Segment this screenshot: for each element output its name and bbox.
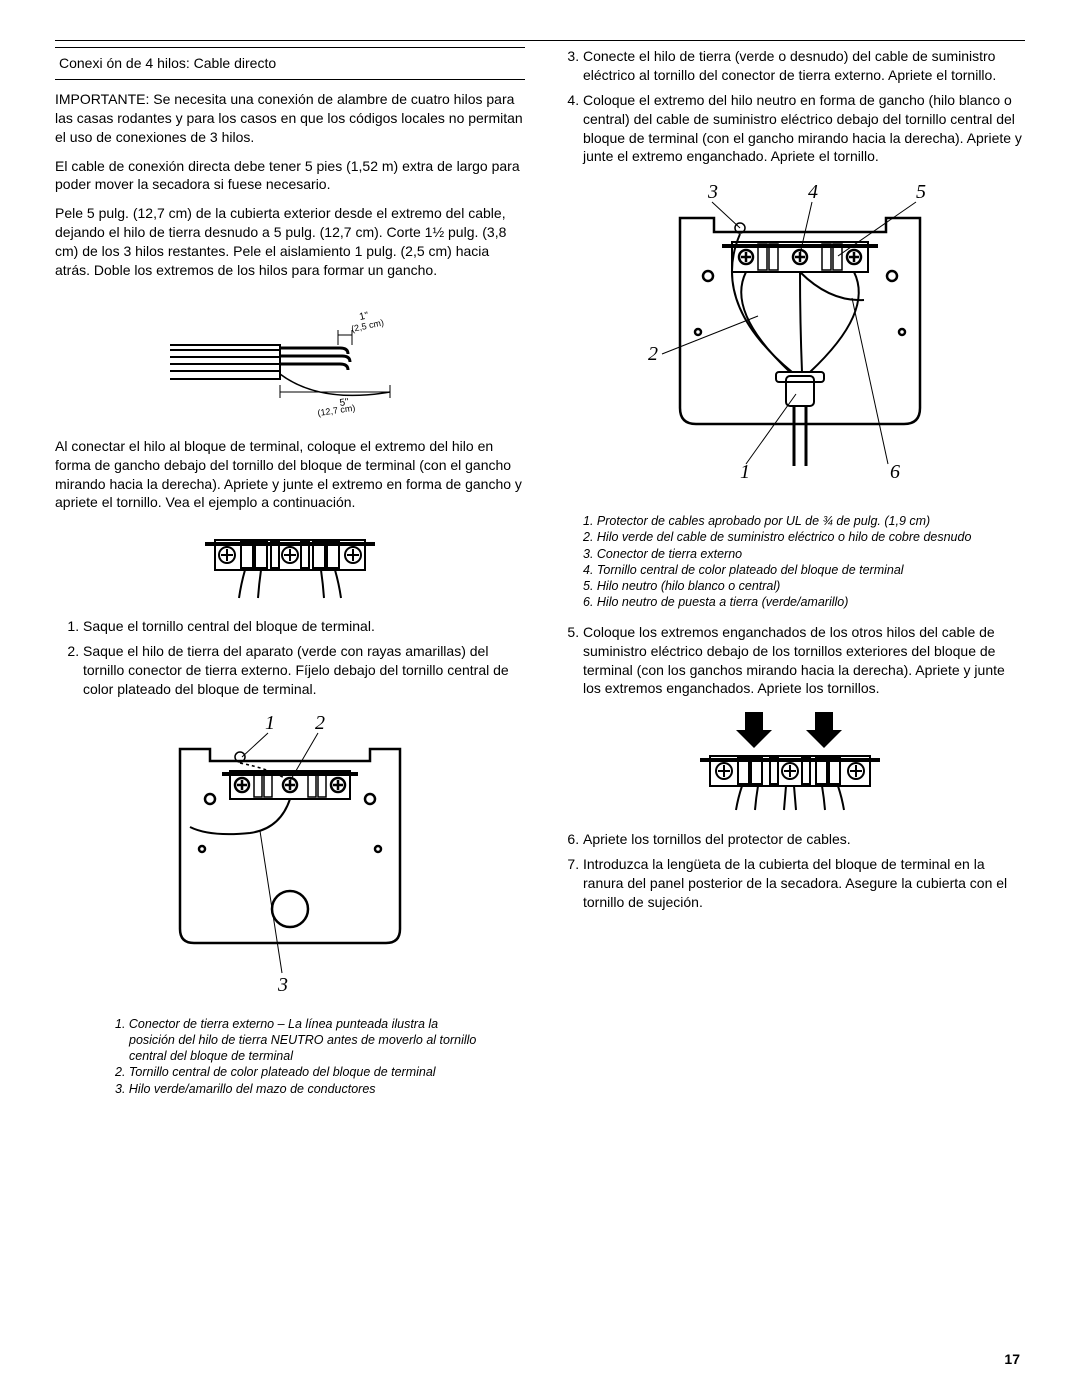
step-2: Saque el hilo de tierra del aparato (ver… bbox=[83, 642, 525, 699]
step-6: Apriete los tornillos del protector de c… bbox=[583, 830, 1025, 849]
c4: 4 bbox=[808, 181, 818, 203]
two-column-layout: Conexi ón de 4 hilos: Cable directo IMPO… bbox=[55, 47, 1025, 1097]
callout-1: 1 bbox=[265, 712, 275, 734]
step-1: Saque el tornillo central del bloque de … bbox=[83, 617, 525, 636]
step-3: Conecte el hilo de tierra (verde o desnu… bbox=[583, 47, 1025, 85]
top-rule bbox=[55, 40, 1025, 41]
figure-terminal-block-small bbox=[55, 522, 525, 605]
dim-5in-cm: (12,7 cm) bbox=[317, 403, 356, 418]
callout-3: 3 bbox=[277, 974, 288, 996]
step-4: Coloque el extremo del hilo neutro en fo… bbox=[583, 91, 1025, 167]
left-column: Conexi ón de 4 hilos: Cable directo IMPO… bbox=[55, 47, 525, 1097]
steps-right-5: Coloque los extremos enganchados de los … bbox=[555, 623, 1025, 699]
legend2-2: 2. Hilo verde del cable de suministro el… bbox=[583, 529, 1025, 545]
figure-terminal-arrows bbox=[555, 708, 1025, 818]
callout-2: 2 bbox=[315, 712, 325, 734]
figure-back-panel-123: 1 2 bbox=[55, 709, 525, 1004]
figure-back-panel-123456: 3 4 5 2 1 6 bbox=[555, 176, 1025, 501]
paragraph-hook: Al conectar el hilo al bloque de termina… bbox=[55, 437, 525, 513]
legend1-1: 1. Conector de tierra externo – La línea… bbox=[115, 1016, 485, 1065]
paragraph-cable-length: El cable de conexión directa debe tener … bbox=[55, 157, 525, 195]
c2: 2 bbox=[648, 343, 658, 365]
legend-fig3: 1. Conector de tierra externo – La línea… bbox=[55, 1016, 525, 1097]
legend1-3: 3. Hilo verde/amarillo del mazo de condu… bbox=[115, 1081, 485, 1097]
steps-left: Saque el tornillo central del bloque de … bbox=[55, 617, 525, 699]
legend2-3: 3. Conector de tierra externo bbox=[583, 546, 1025, 562]
legend2-6: 6. Hilo neutro de puesta a tierra (verde… bbox=[583, 594, 1025, 610]
legend2-5: 5. Hilo neutro (hilo blanco o central) bbox=[583, 578, 1025, 594]
dim-1in-cm: (2,5 cm) bbox=[350, 317, 384, 334]
legend2-1: 1. Protector de cables aprobado por UL d… bbox=[583, 513, 1025, 529]
c5: 5 bbox=[916, 181, 926, 203]
paragraph-strip: Pele 5 pulg. (12,7 cm) de la cubierta ex… bbox=[55, 204, 525, 280]
section-title: Conexi ón de 4 hilos: Cable directo bbox=[55, 47, 525, 80]
step-5: Coloque los extremos enganchados de los … bbox=[583, 623, 1025, 699]
steps-right-67: Apriete los tornillos del protector de c… bbox=[555, 830, 1025, 912]
right-column: Conecte el hilo de tierra (verde o desnu… bbox=[555, 47, 1025, 1097]
figure-stripped-cable: 1" (2,5 cm) 5" (12,7 cm) bbox=[55, 290, 525, 425]
page-number: 17 bbox=[1004, 1350, 1020, 1369]
steps-right-34: Conecte el hilo de tierra (verde o desnu… bbox=[555, 47, 1025, 166]
paragraph-important: IMPORTANTE: Se necesita una conexión de … bbox=[55, 90, 525, 147]
legend2-4: 4. Tornillo central de color plateado de… bbox=[583, 562, 1025, 578]
legend1-2: 2. Tornillo central de color plateado de… bbox=[115, 1064, 485, 1080]
c1: 1 bbox=[740, 461, 750, 483]
c6: 6 bbox=[890, 461, 900, 483]
c3: 3 bbox=[707, 181, 718, 203]
step-7: Introduzca la lengüeta de la cubierta de… bbox=[583, 855, 1025, 912]
legend-fig4: 1. Protector de cables aprobado por UL d… bbox=[555, 513, 1025, 611]
